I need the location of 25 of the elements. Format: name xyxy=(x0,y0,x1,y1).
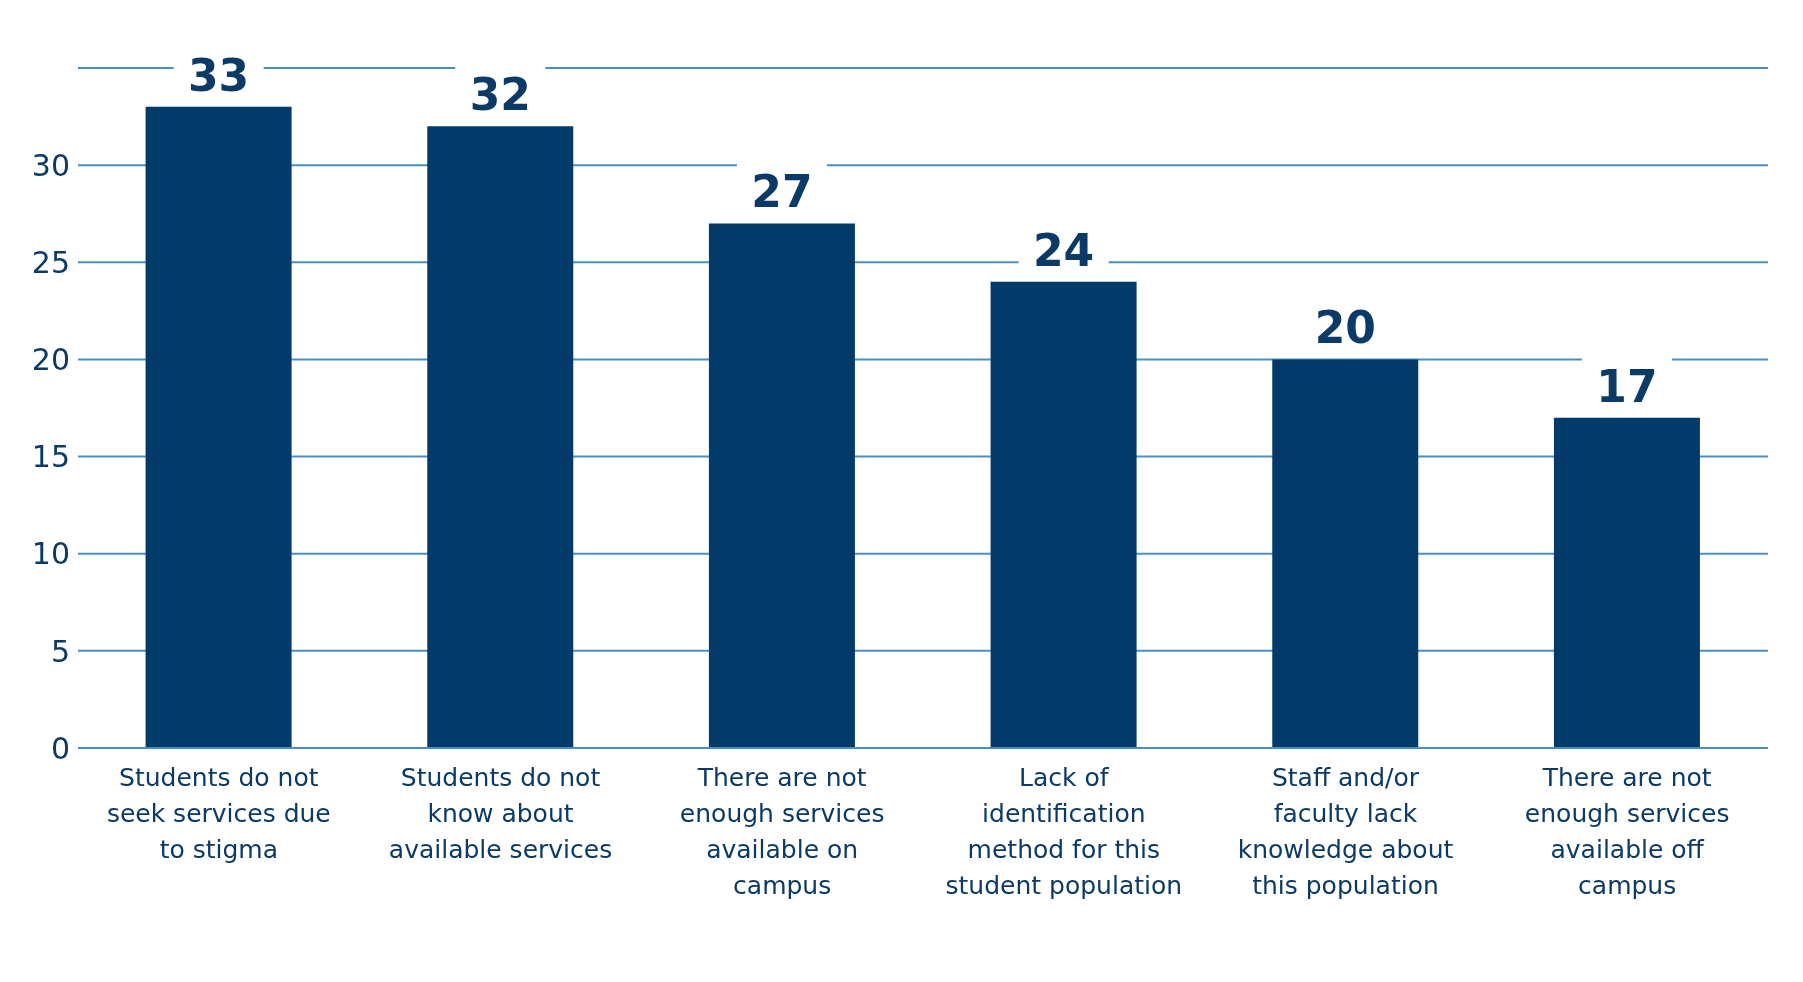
data-label: 17 xyxy=(1596,360,1658,412)
data-label: 20 xyxy=(1314,302,1376,354)
y-tick-label: 15 xyxy=(31,439,70,475)
x-tick-label: Lack of identification method for this student population xyxy=(945,763,1183,900)
bar xyxy=(427,126,574,748)
y-tick-label: 25 xyxy=(31,244,70,280)
data-label: 24 xyxy=(1032,224,1095,276)
x-tick-label: Staff and/or faculty lack knowledge about this population xyxy=(1237,763,1454,900)
x-tick-label: Students do not seek services due to stigma xyxy=(106,763,331,864)
y-tick-label: 20 xyxy=(31,342,70,378)
x-tick-label: There are not enough services available off campus xyxy=(1524,763,1730,900)
bar xyxy=(1272,359,1419,748)
bar xyxy=(990,281,1137,748)
x-tick-label: There are not enough services available on campus xyxy=(679,763,885,900)
y-tick-label: 5 xyxy=(50,633,70,669)
bar xyxy=(1553,417,1700,748)
y-tick-label: 30 xyxy=(31,147,70,183)
bar xyxy=(145,106,292,748)
data-label: 27 xyxy=(751,166,813,218)
data-label: 32 xyxy=(469,69,531,121)
y-tick-label: 0 xyxy=(50,730,70,766)
data-label: 33 xyxy=(187,49,250,101)
x-tick-label: Students do not know about available services xyxy=(388,763,613,864)
bar xyxy=(708,223,855,748)
y-tick-label: 10 xyxy=(31,536,70,572)
